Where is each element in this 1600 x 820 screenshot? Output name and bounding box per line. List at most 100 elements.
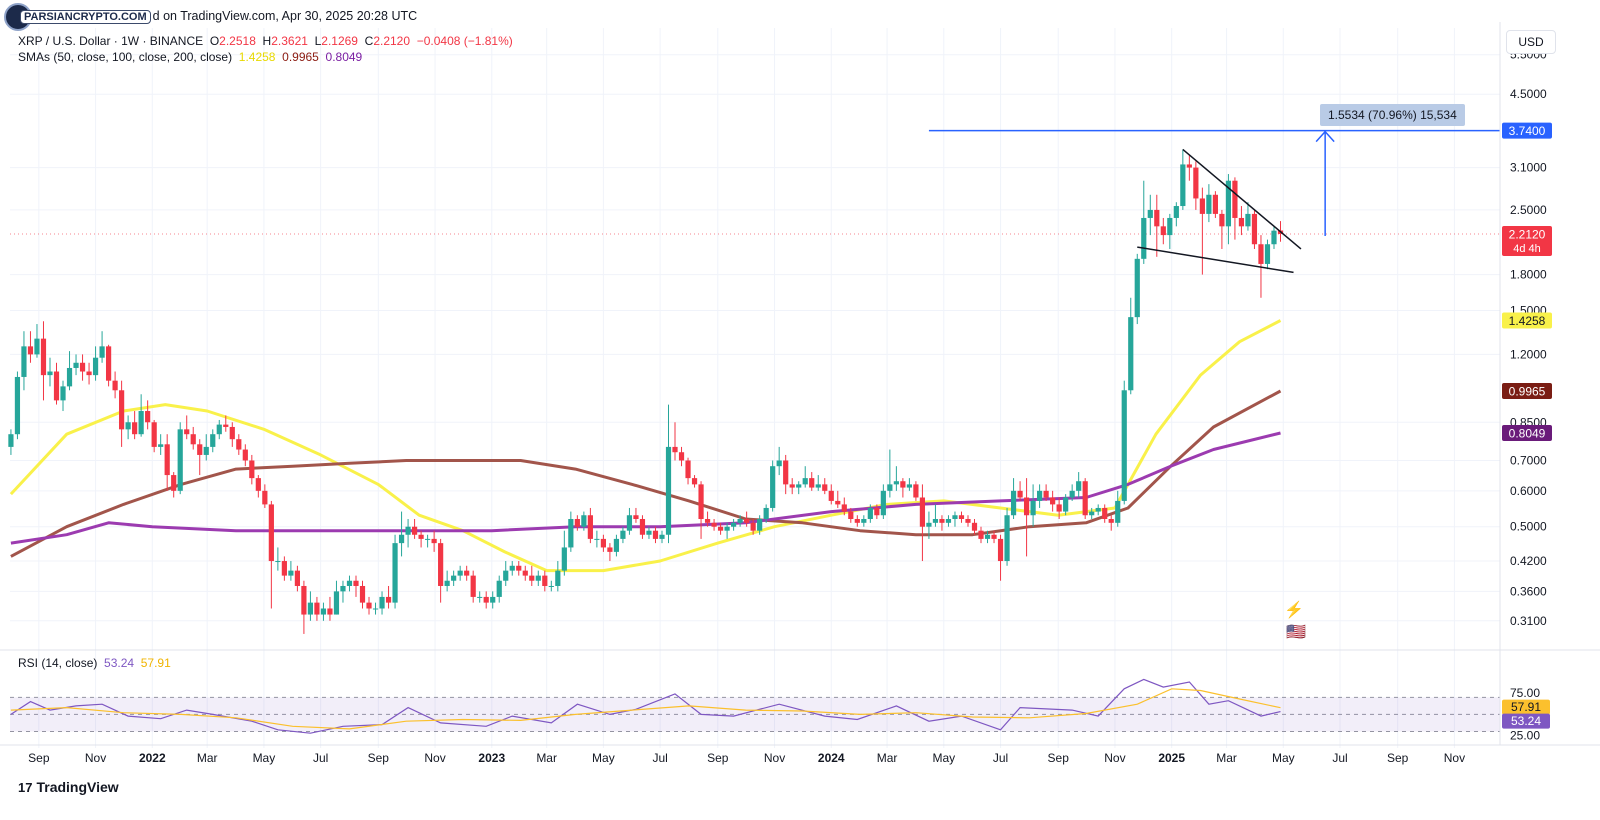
candle-body (333, 591, 340, 615)
candle-body (1186, 164, 1192, 168)
candle-body (79, 362, 86, 372)
candle-body (184, 429, 190, 435)
candle-body (372, 608, 379, 610)
candle-body (1134, 258, 1140, 318)
candle-body (112, 380, 118, 391)
candle-body (1030, 500, 1036, 516)
x-tick-label: Mar (1216, 751, 1237, 765)
watermark-badge: PARSIANCRYPTO.COM (20, 10, 151, 24)
candle-body (99, 346, 105, 358)
candle-body (431, 538, 437, 544)
candle-body (965, 518, 971, 523)
candle-body (763, 507, 769, 519)
rsi-legend[interactable]: RSI (14, close) 53.24 57.91 (18, 656, 171, 670)
lightning-icon[interactable]: ⚡ (1284, 602, 1304, 619)
rsi-ma-line (10, 688, 1281, 730)
candle-body (561, 547, 567, 571)
candle-body (1219, 213, 1225, 227)
x-tick-label: 2024 (818, 751, 845, 765)
ohlc-open: 2.2518 (219, 34, 256, 48)
symbol-legend[interactable]: XRP / U.S. Dollar · 1W · BINANCE O2.2518… (18, 34, 513, 48)
candle-body (704, 518, 711, 523)
candle-body (711, 522, 717, 527)
sma200-value: 0.8049 (325, 50, 363, 64)
candle-body (861, 518, 867, 523)
snapshot-text: d on TradingView.com, Apr 30, 2025 20:28… (152, 9, 418, 23)
candle-body (1141, 217, 1147, 259)
candle-body (574, 518, 580, 527)
tradingview-brand[interactable]: 17 TradingView (18, 779, 119, 795)
candle-body (503, 570, 509, 581)
ohlc-close: 2.2120 (373, 34, 411, 48)
x-tick-label: Sep (368, 751, 390, 765)
candle-body (1245, 213, 1251, 227)
candle-body (796, 484, 802, 488)
candle-body (1193, 167, 1199, 199)
candle-body (678, 452, 685, 461)
sma-legend[interactable]: SMAs (50, close, 100, close, 200, close)… (18, 50, 362, 64)
y-tick-label: 3.1000 (1510, 161, 1547, 175)
candle-body (815, 484, 821, 488)
candle-body (1037, 490, 1043, 501)
candle-body (288, 570, 294, 576)
candle-body (1251, 213, 1258, 245)
candle-body (86, 371, 92, 376)
x-tick-label: Nov (1104, 751, 1125, 765)
candle-body (190, 434, 196, 445)
trend-drawings[interactable] (928, 129, 1500, 274)
x-tick-label: Mar (877, 751, 898, 765)
triangle-upper-trendline (1182, 148, 1302, 250)
candle-body (60, 386, 66, 401)
candle-body (848, 511, 854, 519)
candle-body (867, 507, 873, 519)
candle-body (555, 570, 561, 586)
candle-body (1160, 226, 1166, 236)
rsi-value-tag-text: 57.91 (1511, 700, 1541, 714)
candle-body (789, 484, 795, 488)
price-axis-tag-text: 0.9965 (1509, 384, 1546, 398)
candle-body (411, 526, 418, 535)
x-tick-label: Nov (1444, 751, 1465, 765)
candle-body (991, 534, 997, 539)
tradingview-logo-icon: 17 (18, 780, 33, 795)
candle-body (919, 497, 926, 527)
ohlc-h-label: H (262, 34, 272, 48)
x-tick-label: May (592, 751, 615, 765)
price-axis-tag (1502, 226, 1552, 257)
candle-body (893, 481, 899, 485)
currency-button[interactable]: USD (1506, 30, 1556, 54)
candle-body (971, 522, 978, 531)
candle-body (997, 538, 1004, 562)
rsi-value-tag (1502, 699, 1550, 715)
candle-body (242, 449, 248, 461)
candle-body (307, 602, 314, 615)
candle-body (451, 575, 457, 581)
candle-body (346, 580, 353, 586)
x-tick-label: Jul (1332, 751, 1347, 765)
sma-line-sma100 (10, 389, 1282, 558)
candle-body (392, 543, 398, 603)
candle-body (1167, 217, 1173, 236)
candle-body (353, 580, 359, 586)
candle-body (587, 515, 593, 539)
rsi-value-tag (1502, 713, 1550, 729)
us-flag-icon[interactable]: 🇺🇸 (1286, 624, 1306, 641)
candle-body (1199, 198, 1205, 214)
measure-label: 1.5534 (70.96%) 15,534 (1320, 104, 1465, 126)
candle-body (210, 434, 216, 447)
ohlc-l-label: L (314, 34, 322, 48)
candle-body (229, 426, 235, 440)
rsi-value: 53.24 (104, 656, 135, 670)
candle-body (639, 518, 646, 535)
candle-body (125, 422, 131, 430)
rsi-label: RSI (14, close) (18, 656, 98, 670)
rsi-tick-label: 25.00 (1510, 729, 1540, 743)
rsi-value-tag-text: 53.24 (1511, 714, 1541, 728)
candle-body (880, 490, 886, 516)
candle-body (952, 515, 958, 519)
candle-body (294, 570, 300, 586)
y-tick-label: 0.3600 (1510, 584, 1547, 598)
candle-body (158, 444, 164, 447)
candle-body (841, 504, 847, 512)
